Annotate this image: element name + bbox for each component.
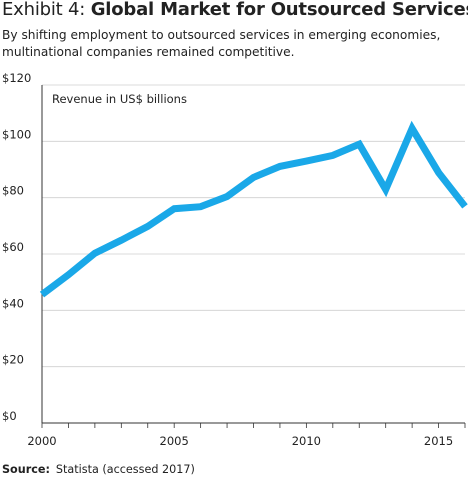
chart-title: Exhibit 4: Global Market for Outsourced … xyxy=(2,0,468,20)
x-tick-label: 2005 xyxy=(160,434,189,448)
y-tick-label: $100 xyxy=(2,127,31,141)
chart-subtitle: By shifting employment to outsourced ser… xyxy=(2,28,441,59)
y-tick-label: $20 xyxy=(2,353,24,367)
y-tick-label: $0 xyxy=(2,409,17,423)
y-tick-label: $120 xyxy=(2,71,31,85)
title-exhibit-number: Exhibit 4: xyxy=(2,0,91,20)
source-note: Source: Statista (accessed 2017) xyxy=(2,463,195,476)
y-tick-label: $80 xyxy=(2,184,24,198)
source-text: Statista (accessed 2017) xyxy=(55,463,195,476)
x-tick-label: 2010 xyxy=(292,434,321,448)
series-line xyxy=(39,120,468,298)
source-label: Source: xyxy=(2,463,50,476)
x-tick-label: 2015 xyxy=(424,434,453,448)
y-tick-label: $40 xyxy=(2,296,24,310)
x-tick-label: 2000 xyxy=(27,434,56,448)
title-main: Global Market for Outsourced Services xyxy=(90,0,468,20)
y-tick-label: $60 xyxy=(2,240,24,254)
y-axis-label: Revenue in US$ billions xyxy=(52,92,187,106)
